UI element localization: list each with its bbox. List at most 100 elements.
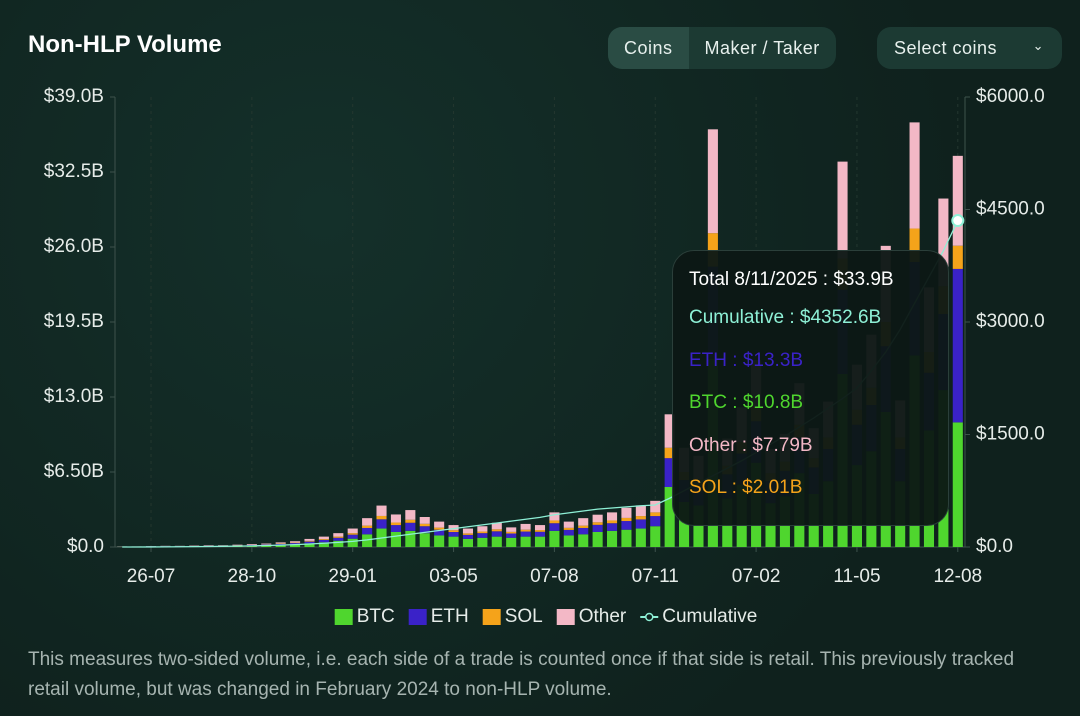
tab-group: Coins Maker / Taker (608, 27, 836, 69)
legend-label: SOL (505, 606, 543, 627)
tab[interactable]: Coins (608, 27, 689, 69)
bar-segment (419, 523, 430, 527)
legend-swatch (408, 609, 427, 625)
bar-segment (635, 528, 646, 547)
bar-segment (290, 543, 301, 545)
bar-segment (390, 532, 401, 547)
bar-segment (506, 527, 517, 532)
title: Non-HLP Volume (28, 31, 222, 58)
bar-segment (376, 505, 387, 516)
bar-segment (549, 523, 560, 531)
bar-segment (477, 526, 488, 532)
bar-segment (491, 522, 502, 530)
bar-segment (506, 531, 517, 534)
x-tick-label: 26-07 (127, 566, 176, 587)
bar-segment (664, 447, 675, 459)
y2-tick-label: $6000.0 (976, 86, 1045, 107)
x-tick-label: 07-11 (632, 566, 679, 587)
bar-segment (434, 527, 445, 530)
bar-segment (549, 530, 560, 547)
bar-segment (448, 525, 459, 531)
tooltip-line: SOL : $2.01B (689, 477, 803, 498)
legend-label: ETH (431, 606, 469, 627)
bar-segment (405, 519, 416, 523)
bar-segment (952, 155, 963, 246)
bar-segment (909, 122, 920, 229)
legend-swatch (482, 609, 501, 625)
bar-segment (347, 538, 358, 547)
bar-segment (434, 521, 445, 528)
bar-segment (707, 233, 718, 267)
bar-segment (203, 545, 214, 546)
tooltip-line: BTC : $10.8B (689, 392, 804, 413)
y-tick-label: $13.0B (44, 386, 104, 407)
bar-segment (434, 535, 445, 547)
bar-segment (664, 414, 675, 448)
bar-segment (448, 536, 459, 547)
y-tick-label: $0.0 (67, 536, 104, 557)
y2-tick-label: $4500.0 (976, 199, 1045, 220)
bar-segment (578, 527, 589, 535)
bar-segment (419, 517, 430, 524)
bar-segment (952, 268, 963, 423)
bar-segment (650, 516, 661, 527)
bar-segment (563, 527, 574, 530)
tooltip-line: Other : $7.79B (689, 434, 813, 456)
y-tick-label: $32.5B (44, 161, 104, 182)
bar-segment (635, 505, 646, 517)
bar-segment (621, 507, 632, 518)
bar-segment (491, 536, 502, 547)
legend-swatch (556, 609, 575, 625)
bar-segment (592, 514, 603, 523)
bar-segment (520, 523, 531, 530)
bar-segment (477, 533, 488, 538)
tab[interactable]: Maker / Taker (704, 38, 820, 58)
bar-segment (390, 522, 401, 526)
bar-segment (650, 512, 661, 517)
bar-segment (606, 512, 618, 521)
bar-segment (362, 527, 373, 535)
bar-segment (419, 533, 430, 547)
bar-segment (434, 529, 445, 536)
bar-segment (621, 521, 632, 530)
bar-segment (362, 534, 373, 547)
bar-segment (290, 544, 301, 547)
x-tick-label: 03-05 (429, 566, 478, 587)
bar-segment (376, 519, 387, 529)
y2-tick-label: $0.0 (976, 536, 1013, 557)
bar-segment (679, 502, 690, 547)
bar-segment (275, 543, 286, 545)
bar-segment (246, 544, 257, 545)
bar-segment (318, 536, 329, 540)
bar-segment (664, 458, 675, 487)
x-tick-label: 07-02 (732, 566, 781, 587)
x-tick-label: 29-01 (328, 566, 377, 587)
tooltip-line: Cumulative : $4352.6B (689, 307, 882, 328)
legend-label: Other (579, 606, 627, 627)
bar-segment (534, 525, 546, 531)
bar-segment (621, 517, 632, 522)
bar-segment (606, 520, 618, 524)
x-tick-label: 12-08 (933, 566, 982, 587)
legend-swatch (334, 609, 353, 625)
bar-segment (333, 540, 344, 547)
bar-segment (578, 534, 589, 547)
bar-segment (621, 529, 632, 547)
x-tick-label: 11-05 (833, 566, 880, 587)
bar-segment (909, 228, 920, 262)
bar-segment (578, 525, 589, 528)
bar-segment (218, 545, 229, 546)
bar-segment (419, 526, 430, 534)
bar-segment (405, 510, 416, 520)
bar-segment (592, 522, 603, 525)
y2-tick-label: $3000.0 (976, 311, 1045, 332)
bar-segment (477, 531, 488, 534)
y2-tick-label: $1500.0 (976, 424, 1045, 445)
hover-point (951, 214, 965, 228)
bar-segment (275, 544, 286, 547)
bar-segment (405, 522, 416, 531)
select[interactable]: Select coins ⌄ (877, 27, 1062, 69)
bar-segment (534, 536, 546, 547)
x-tick-label: 28-10 (228, 566, 277, 587)
